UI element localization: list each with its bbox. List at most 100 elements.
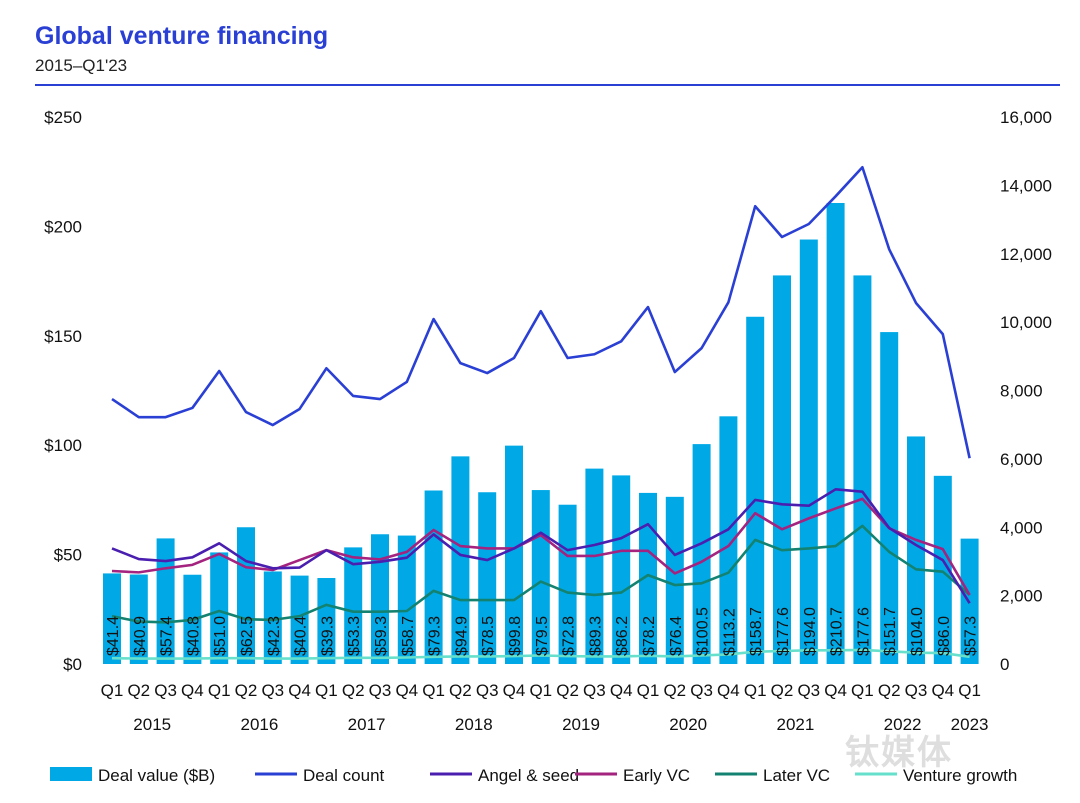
bar-value-label: $99.8 [507, 616, 524, 656]
bar [612, 475, 631, 664]
bar-value-label: $40.4 [293, 616, 310, 656]
bar [585, 468, 604, 664]
year-label: 2019 [562, 715, 600, 734]
right-axis-tick: 0 [1000, 655, 1009, 674]
bar-value-label: $40.9 [132, 616, 149, 656]
right-axis-tick: 2,000 [1000, 587, 1043, 606]
bar [880, 332, 899, 664]
legend-label: Venture growth [903, 766, 1017, 785]
quarter-label: Q1 [422, 681, 445, 700]
bar [853, 275, 872, 664]
bar-value-label: $51.0 [212, 616, 229, 656]
bar [290, 575, 309, 664]
legend-label: Deal count [303, 766, 385, 785]
quarter-label: Q1 [637, 681, 660, 700]
bar [317, 578, 336, 664]
quarter-label: Q3 [154, 681, 177, 700]
left-axis-tick: $100 [44, 436, 82, 455]
chart-subtitle: 2015–Q1'23 [35, 56, 128, 75]
quarter-label: Q2 [663, 681, 686, 700]
left-axis-tick: $250 [44, 108, 82, 127]
bar-value-label: $53.3 [346, 616, 363, 656]
chart-title: Global venture financing [35, 22, 329, 50]
quarter-label: Q2 [771, 681, 794, 700]
bar-value-label: $100.5 [695, 607, 712, 656]
quarter-label: Q1 [208, 681, 231, 700]
quarter-label: Q2 [449, 681, 472, 700]
quarter-label: Q2 [342, 681, 365, 700]
quarter-label: Q4 [610, 681, 633, 700]
quarter-label: Q1 [851, 681, 874, 700]
bar [639, 492, 657, 664]
bar [719, 416, 738, 664]
quarter-label: Q1 [744, 681, 767, 700]
bar-value-label: $41.4 [105, 616, 122, 656]
right-axis-tick: 12,000 [1000, 245, 1052, 264]
line-early-vc [111, 497, 971, 596]
quarter-label: Q1 [315, 681, 338, 700]
line-deal-count [111, 165, 971, 459]
legend-label: Early VC [623, 766, 690, 785]
quarter-label: Q3 [690, 681, 713, 700]
bar [773, 275, 791, 664]
bar-value-label: $210.7 [829, 607, 846, 656]
quarter-label: Q2 [235, 681, 258, 700]
right-axis-tick: 16,000 [1000, 108, 1052, 127]
legend-swatch [50, 767, 92, 781]
bar-value-label: $39.3 [319, 616, 336, 656]
bar [451, 456, 470, 664]
bar-value-label: $72.8 [561, 616, 578, 656]
quarter-label: Q3 [369, 681, 392, 700]
quarter-label: Q2 [878, 681, 901, 700]
quarter-label: Q3 [476, 681, 499, 700]
bar [799, 239, 818, 664]
bar [907, 436, 925, 664]
quarter-label: Q4 [824, 681, 847, 700]
right-axis-tick: 4,000 [1000, 518, 1043, 537]
legend-label: Deal value ($B) [98, 766, 215, 785]
bar [933, 475, 952, 664]
bar [210, 552, 229, 664]
left-axis-tick: $0 [63, 655, 82, 674]
bar-value-label: $177.6 [775, 607, 792, 656]
bar [692, 444, 711, 664]
bar [397, 535, 416, 664]
title-divider [35, 84, 1060, 86]
left-axis-tick: $150 [44, 327, 82, 346]
quarter-label: Q3 [261, 681, 284, 700]
line-venture-growth [111, 648, 970, 660]
bar [371, 534, 389, 664]
quarter-label: Q4 [717, 681, 740, 700]
year-label: 2023 [951, 715, 989, 734]
line-later-vc [111, 524, 971, 624]
bar-value-label: $113.2 [721, 608, 738, 656]
quarter-label: Q2 [127, 681, 150, 700]
bar-value-label: $57.4 [159, 616, 176, 656]
line-angel-seed [111, 488, 971, 604]
bar [558, 504, 577, 664]
watermark-logo: 钛媒体 [845, 734, 953, 772]
bar-value-label: $104.0 [909, 607, 926, 656]
bar [263, 571, 282, 664]
bar-value-label: $194.0 [802, 607, 819, 656]
bar-value-label: $57.3 [963, 616, 980, 656]
right-axis-tick: 14,000 [1000, 176, 1052, 195]
quarter-label: Q1 [529, 681, 552, 700]
bar-value-label: $94.9 [453, 616, 470, 656]
right-axis-tick: 10,000 [1000, 313, 1052, 332]
bar-value-label: $58.7 [400, 616, 417, 656]
year-label: 2015 [133, 715, 171, 734]
bar-value-label: $78.5 [480, 616, 497, 656]
year-label: 2022 [884, 715, 922, 734]
bar-value-label: $89.3 [587, 616, 604, 656]
bar-value-label: $62.5 [239, 616, 256, 656]
bar-value-label: $86.0 [936, 616, 953, 656]
bar-value-label: $158.7 [748, 607, 765, 656]
legend-label: Later VC [763, 766, 830, 785]
bar-value-label: $79.5 [534, 616, 551, 656]
year-label: 2021 [776, 715, 814, 734]
bar-value-label: $40.8 [185, 616, 202, 656]
left-axis-tick: $50 [54, 546, 82, 565]
bar-value-label: $151.7 [882, 607, 899, 656]
